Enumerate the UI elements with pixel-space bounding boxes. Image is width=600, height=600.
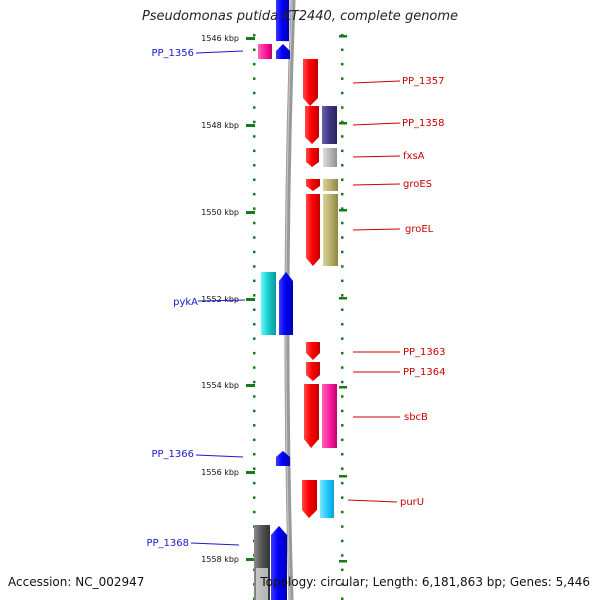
gene-feature-sbcb-hit[interactable]: [322, 384, 337, 448]
tick-mark: [246, 471, 255, 474]
gene-label-pp1363[interactable]: PP_1363: [403, 347, 446, 358]
tick-mark: [246, 384, 255, 387]
gene-label-pp1364[interactable]: PP_1364: [403, 367, 446, 378]
tick-label-1558: 1558 kbp: [201, 555, 239, 564]
page-title: Pseudomonas putida KT2440, complete geno…: [141, 9, 459, 24]
gene-feature-puru[interactable]: [302, 480, 317, 518]
gene-feature-pp1364[interactable]: [306, 362, 320, 381]
tick-marks: [246, 37, 255, 561]
right-labels: [347, 80, 401, 503]
gene-label-fxsa[interactable]: fxsA: [403, 151, 425, 162]
gene-feature-pp1357[interactable]: [303, 59, 318, 106]
tick-mark: [246, 124, 255, 127]
gene-label-pp1366[interactable]: PP_1366: [151, 449, 194, 460]
tick-label-1550: 1550 kbp: [201, 208, 239, 217]
gene-label-pp1356[interactable]: PP_1356: [151, 48, 194, 59]
tick-label-1546: 1546 kbp: [201, 34, 239, 43]
gene-feature-groes-hit[interactable]: [323, 179, 338, 191]
tick-label-1552: 1552 kbp: [201, 295, 239, 304]
gene-feature-pyka[interactable]: [279, 272, 293, 335]
accession-text: Accession: NC_002947: [8, 575, 145, 589]
tick-mark: [246, 211, 255, 214]
gene-feature-pp1366[interactable]: [276, 451, 290, 466]
gene-label-pp1368[interactable]: PP_1368: [146, 538, 189, 549]
gene-label-puru[interactable]: purU: [400, 497, 424, 508]
gene-label-sbcb[interactable]: sbcB: [404, 412, 428, 423]
gene-feature-pyka-hit[interactable]: [261, 272, 276, 335]
left-labels: [190, 50, 246, 546]
tick-label-1548: 1548 kbp: [201, 121, 239, 130]
topology-text: Topology: circular; Length: 6,181,863 bp…: [260, 575, 590, 589]
gene-feature-puru-hit[interactable]: [320, 480, 334, 518]
gene-label-groel[interactable]: groEL: [405, 224, 434, 235]
forward-genes: [254, 0, 293, 600]
gene-label-pp1357[interactable]: PP_1357: [402, 76, 445, 87]
tick-mark: [246, 558, 255, 561]
gene-feature-groes[interactable]: [306, 179, 320, 191]
tick-label-1556: 1556 kbp: [201, 468, 239, 477]
gene-feature-pp1358[interactable]: [305, 106, 319, 144]
gene-feature-groel-hit[interactable]: [323, 194, 338, 266]
gene-feature-pp1363[interactable]: [306, 342, 320, 360]
gene-feature-sbcb[interactable]: [304, 384, 319, 448]
gene-feature-pp1356-hit[interactable]: [258, 44, 272, 59]
gene-label-groes[interactable]: groES: [403, 179, 432, 190]
gene-feature-fxsa-hit[interactable]: [323, 148, 337, 167]
gene-feature[interactable]: [276, 0, 289, 41]
gene-label-pp1358[interactable]: PP_1358: [402, 118, 445, 129]
tick-label-1554: 1554 kbp: [201, 381, 239, 390]
gene-feature-pp1358-hit[interactable]: [322, 106, 337, 144]
gene-feature-groel[interactable]: [306, 194, 320, 266]
gene-label-pyka[interactable]: pykA: [173, 297, 198, 308]
reverse-genes: [302, 59, 338, 518]
gene-feature-pp1356[interactable]: [276, 44, 290, 59]
gene-feature-pp1368[interactable]: [271, 526, 287, 600]
tick-mark: [246, 298, 255, 301]
tick-mark: [246, 37, 255, 40]
gene-feature-fxsa[interactable]: [306, 148, 319, 167]
